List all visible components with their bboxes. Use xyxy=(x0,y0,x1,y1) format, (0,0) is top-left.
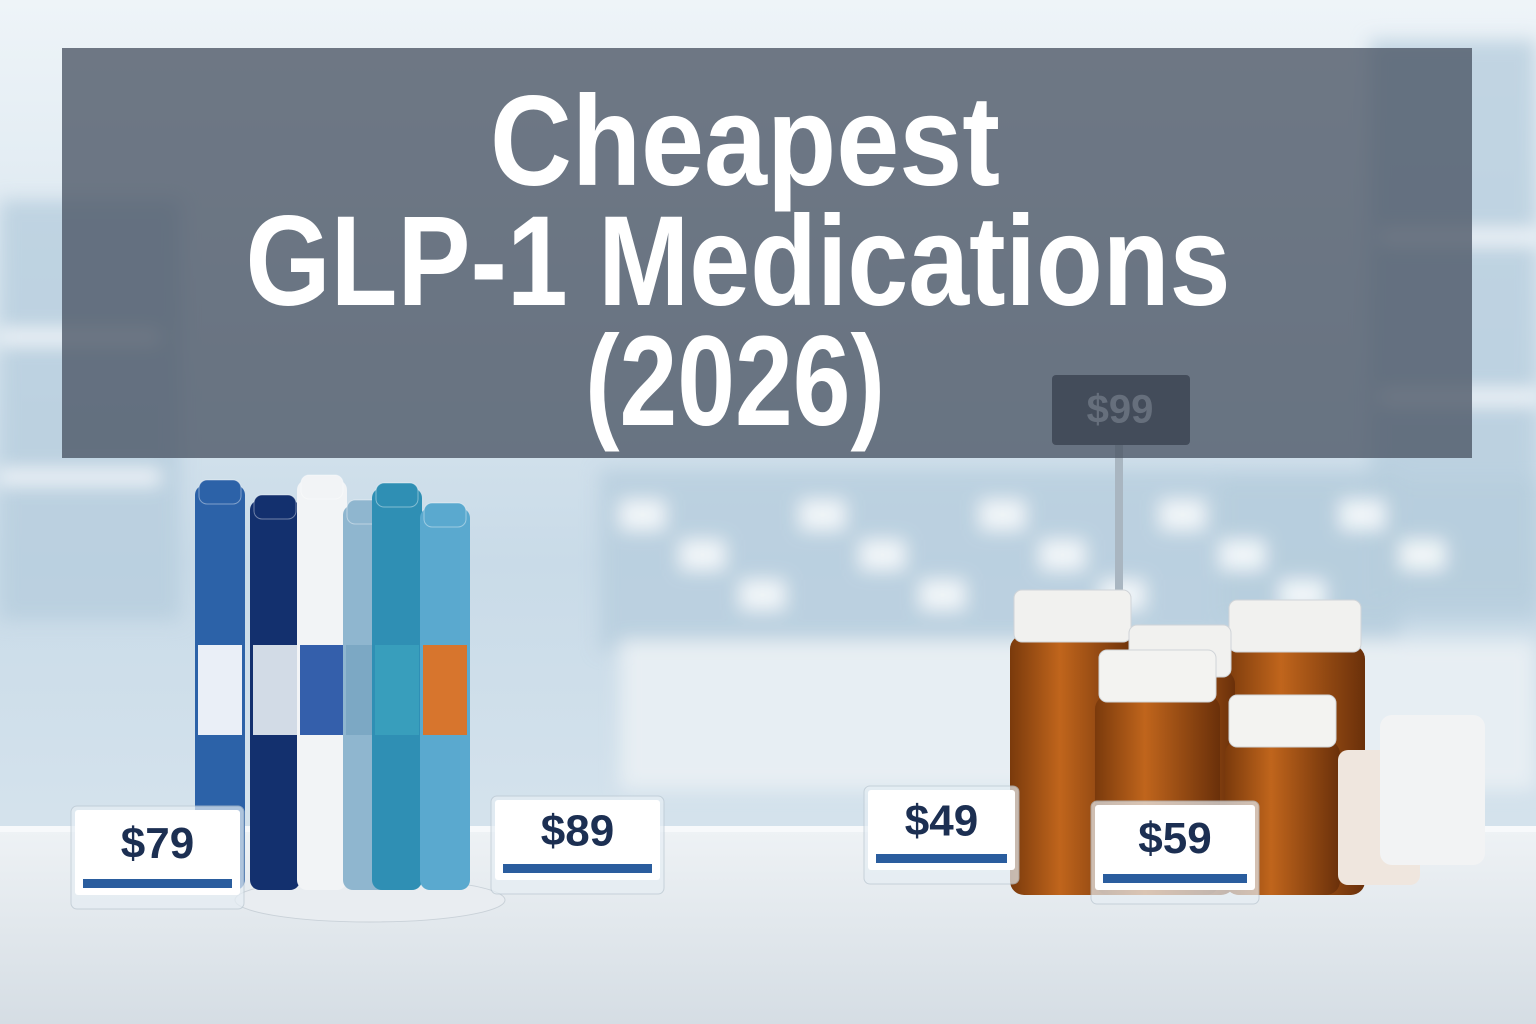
shelf-box xyxy=(800,500,845,530)
shelf-box xyxy=(1400,540,1445,570)
pen-label xyxy=(375,645,419,735)
shelf-box xyxy=(740,580,785,610)
shelf-box xyxy=(1160,500,1205,530)
pen-cap xyxy=(375,482,419,508)
title-line: (2026) xyxy=(585,310,885,453)
shelf-box xyxy=(860,540,905,570)
tag-card xyxy=(868,790,1015,870)
price-tags: $79 $89 $49 $59 xyxy=(70,785,1260,910)
title-banner xyxy=(62,48,1472,458)
price-label: $89 xyxy=(541,807,614,856)
shelf-box xyxy=(1220,540,1265,570)
tag-stripe xyxy=(83,879,232,888)
title-line: Cheapest xyxy=(490,70,1000,213)
title-line: GLP-1 Medications xyxy=(246,190,1231,333)
tag-card xyxy=(1095,805,1255,890)
price-label: $49 xyxy=(905,797,978,846)
shelf-box xyxy=(920,580,965,610)
shelf-edge xyxy=(0,470,160,484)
price-label: $59 xyxy=(1138,814,1211,863)
bottle-cap xyxy=(1013,589,1132,643)
tag-card xyxy=(495,800,660,880)
shelf-box xyxy=(680,540,725,570)
pen-cap xyxy=(198,479,242,505)
bottle-cap xyxy=(1228,694,1337,748)
shelf-box xyxy=(980,500,1025,530)
white-jar xyxy=(1380,715,1485,865)
pen-label xyxy=(300,645,344,735)
pen-label xyxy=(198,645,242,735)
tag-stripe xyxy=(876,854,1007,863)
tag-card xyxy=(75,810,240,895)
pen-cap xyxy=(253,494,297,520)
pen-cap xyxy=(423,502,467,528)
price-label: $79 xyxy=(121,819,194,868)
counter-edge xyxy=(0,826,1536,832)
tag-stripe xyxy=(503,864,652,873)
bottle-cap xyxy=(1228,599,1362,653)
pen-label xyxy=(423,645,467,735)
pen-label xyxy=(253,645,297,735)
bottle-cap xyxy=(1098,649,1217,703)
shelf-box xyxy=(1340,500,1385,530)
pen-cap xyxy=(300,474,344,500)
shelf-box xyxy=(1040,540,1085,570)
shelf-box xyxy=(620,500,665,530)
sign-post xyxy=(1115,445,1123,595)
tag-stripe xyxy=(1103,874,1247,883)
